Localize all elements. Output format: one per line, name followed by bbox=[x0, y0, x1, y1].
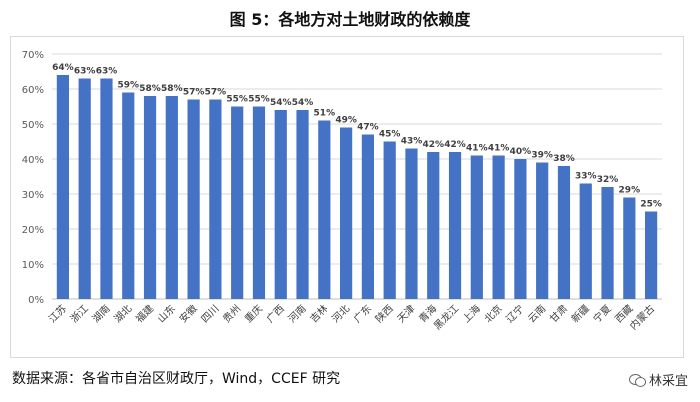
bar bbox=[318, 120, 331, 299]
x-tick-label: 广东 bbox=[351, 302, 374, 325]
data-label: 38% bbox=[553, 154, 575, 164]
x-tick-label: 广西 bbox=[264, 303, 287, 326]
bar bbox=[383, 141, 396, 299]
y-tick-label: 40% bbox=[22, 155, 44, 166]
x-tick-label: 云南 bbox=[525, 302, 548, 325]
data-label: 51% bbox=[314, 109, 336, 119]
bar bbox=[296, 110, 309, 299]
data-label: 42% bbox=[422, 140, 444, 150]
y-tick-label: 10% bbox=[22, 260, 44, 271]
data-label: 58% bbox=[139, 84, 161, 94]
data-label: 63% bbox=[96, 67, 118, 77]
x-tick-label: 贵州 bbox=[220, 302, 243, 325]
bar bbox=[78, 78, 91, 299]
data-label: 58% bbox=[161, 84, 183, 94]
x-tick-label: 宁夏 bbox=[590, 302, 613, 325]
data-label: 55% bbox=[248, 95, 270, 105]
x-tick-label: 北京 bbox=[481, 302, 504, 325]
chart-frame bbox=[10, 36, 684, 358]
x-tick-label: 重庆 bbox=[242, 302, 265, 325]
bar-chart: 0% 10% 20% 30% 40% 50% 60% 70% 64% 江苏 63% 浙江 63% 湖南 59… bbox=[22, 50, 662, 332]
x-tick-label: 湖北 bbox=[112, 303, 135, 326]
data-label: 41% bbox=[466, 144, 488, 154]
bar bbox=[165, 96, 178, 299]
x-tick-label: 江苏 bbox=[46, 302, 69, 325]
bar bbox=[536, 162, 549, 299]
data-label: 57% bbox=[205, 88, 227, 98]
x-tick-label: 吉林 bbox=[307, 302, 330, 325]
data-label: 25% bbox=[640, 200, 662, 210]
bar bbox=[209, 99, 222, 299]
x-tick-label: 新疆 bbox=[569, 302, 592, 325]
bar bbox=[579, 183, 592, 299]
x-tick-label: 安徽 bbox=[176, 302, 199, 325]
data-label: 32% bbox=[597, 175, 619, 185]
y-tick-label: 50% bbox=[22, 120, 44, 131]
bar bbox=[274, 110, 287, 299]
x-tick-label: 黑龙江 bbox=[431, 302, 461, 332]
x-tick-label: 甘肃 bbox=[547, 302, 570, 325]
bar bbox=[187, 99, 200, 299]
watermark: 林采宜 bbox=[628, 370, 688, 389]
data-label: 40% bbox=[510, 147, 532, 157]
data-label: 49% bbox=[335, 116, 357, 126]
data-label: 57% bbox=[183, 88, 205, 98]
bar bbox=[470, 155, 483, 299]
x-tick-label: 上海 bbox=[460, 302, 483, 325]
data-label: 29% bbox=[619, 186, 641, 196]
data-label: 64% bbox=[52, 63, 74, 73]
bar bbox=[340, 127, 353, 299]
data-label: 55% bbox=[226, 95, 248, 105]
bar bbox=[122, 92, 135, 299]
bar bbox=[56, 75, 69, 299]
x-tick-label: 山东 bbox=[155, 302, 178, 325]
x-tick-label: 福建 bbox=[133, 302, 156, 325]
x-tick-label: 天津 bbox=[395, 303, 418, 326]
bar bbox=[252, 106, 266, 299]
bar bbox=[557, 166, 571, 299]
x-tick-label: 湖南 bbox=[89, 302, 112, 325]
chart-title: 图 5：各地方对土地财政的依赖度 bbox=[229, 10, 471, 29]
data-label: 41% bbox=[488, 144, 510, 154]
data-label: 43% bbox=[401, 137, 423, 147]
bar bbox=[514, 159, 527, 299]
y-tick-label: 70% bbox=[22, 50, 44, 61]
data-label: 45% bbox=[379, 130, 401, 140]
bar bbox=[601, 187, 614, 299]
data-label: 54% bbox=[292, 98, 314, 108]
x-tick-label: 浙江 bbox=[68, 303, 91, 326]
watermark-text: 林采宜 bbox=[648, 374, 688, 389]
bar bbox=[361, 134, 374, 299]
x-tick-label: 辽宁 bbox=[503, 302, 526, 325]
data-label: 39% bbox=[531, 151, 553, 161]
data-source-note: 数据来源：各省市自治区财政厅，Wind，CCEF 研究 bbox=[12, 371, 341, 387]
x-tick-label: 陕西 bbox=[372, 302, 395, 325]
bar bbox=[645, 211, 658, 299]
data-label: 42% bbox=[444, 140, 466, 150]
bar bbox=[427, 152, 440, 299]
y-tick-label: 20% bbox=[22, 225, 44, 236]
y-tick-label: 60% bbox=[22, 85, 44, 96]
data-label: 59% bbox=[117, 81, 139, 91]
bar bbox=[100, 78, 113, 299]
bar bbox=[623, 197, 636, 299]
bar bbox=[143, 96, 157, 299]
y-tick-label: 30% bbox=[22, 190, 44, 201]
bar bbox=[405, 148, 418, 299]
wechat-icon bbox=[628, 373, 646, 387]
bar bbox=[492, 155, 505, 299]
data-label: 63% bbox=[74, 67, 96, 77]
x-tick-label: 内蒙古 bbox=[627, 302, 657, 332]
bar bbox=[448, 152, 462, 299]
x-tick-label: 四川 bbox=[200, 303, 222, 325]
x-tick-label: 河北 bbox=[330, 303, 353, 326]
x-tick-label: 河南 bbox=[285, 302, 308, 325]
data-label: 54% bbox=[270, 98, 292, 108]
bar bbox=[231, 106, 244, 299]
data-label: 47% bbox=[357, 123, 379, 133]
y-tick-label: 0% bbox=[28, 295, 44, 306]
data-label: 33% bbox=[575, 172, 597, 182]
